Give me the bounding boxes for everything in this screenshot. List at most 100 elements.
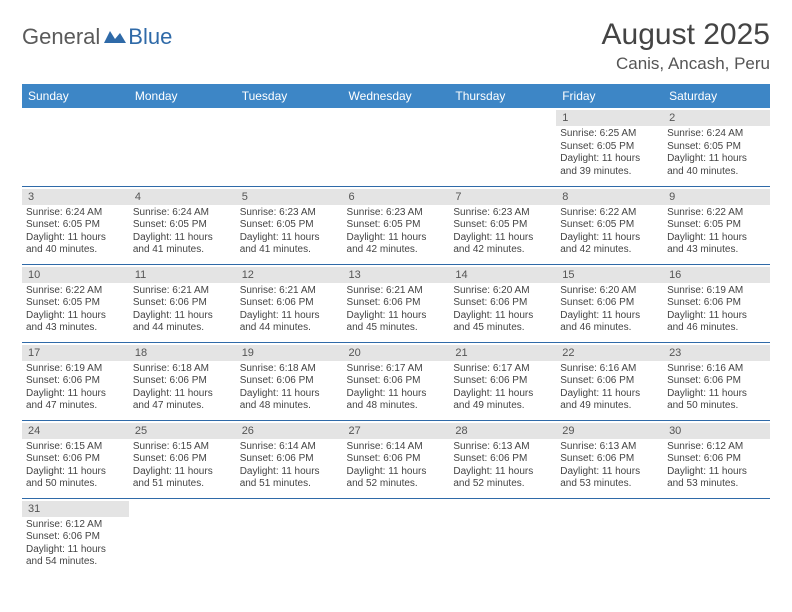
daylight-line: Daylight: 11 hours and 49 minutes. xyxy=(453,388,552,413)
location: Canis, Ancash, Peru xyxy=(602,54,770,74)
header: General Blue August 2025 Canis, Ancash, … xyxy=(22,18,770,74)
daylight-line: Daylight: 11 hours and 42 minutes. xyxy=(453,232,552,257)
day-number: 17 xyxy=(22,345,129,361)
sunrise-line: Sunrise: 6:22 AM xyxy=(667,207,766,220)
daylight-line: Daylight: 11 hours and 46 minutes. xyxy=(667,310,766,335)
sunset-line: Sunset: 6:06 PM xyxy=(347,453,446,466)
sunset-line: Sunset: 6:05 PM xyxy=(240,219,339,232)
calendar-cell: 9Sunrise: 6:22 AMSunset: 6:05 PMDaylight… xyxy=(663,186,770,264)
sunset-line: Sunset: 6:05 PM xyxy=(560,141,659,154)
daylight-line: Daylight: 11 hours and 45 minutes. xyxy=(453,310,552,335)
sunset-line: Sunset: 6:05 PM xyxy=(667,141,766,154)
calendar-cell: 15Sunrise: 6:20 AMSunset: 6:06 PMDayligh… xyxy=(556,264,663,342)
sunrise-line: Sunrise: 6:25 AM xyxy=(560,128,659,141)
day-number: 5 xyxy=(236,189,343,205)
brand-general: General xyxy=(22,24,100,50)
day-header: Thursday xyxy=(449,84,556,108)
calendar-cell xyxy=(129,108,236,186)
calendar-cell xyxy=(22,108,129,186)
daylight-line: Daylight: 11 hours and 40 minutes. xyxy=(667,153,766,178)
sunrise-line: Sunrise: 6:15 AM xyxy=(133,441,232,454)
day-number: 1 xyxy=(556,110,663,126)
day-header: Monday xyxy=(129,84,236,108)
daylight-line: Daylight: 11 hours and 44 minutes. xyxy=(240,310,339,335)
daylight-line: Daylight: 11 hours and 40 minutes. xyxy=(26,232,125,257)
sunset-line: Sunset: 6:06 PM xyxy=(560,297,659,310)
calendar-cell: 18Sunrise: 6:18 AMSunset: 6:06 PMDayligh… xyxy=(129,342,236,420)
sunset-line: Sunset: 6:06 PM xyxy=(26,531,125,544)
day-number: 27 xyxy=(343,423,450,439)
sunset-line: Sunset: 6:06 PM xyxy=(453,453,552,466)
calendar-cell: 10Sunrise: 6:22 AMSunset: 6:05 PMDayligh… xyxy=(22,264,129,342)
sunrise-line: Sunrise: 6:14 AM xyxy=(240,441,339,454)
daylight-line: Daylight: 11 hours and 41 minutes. xyxy=(133,232,232,257)
calendar-cell: 16Sunrise: 6:19 AMSunset: 6:06 PMDayligh… xyxy=(663,264,770,342)
calendar-cell: 22 Sunrise: 6:16 AMSunset: 6:06 PMDayligh… xyxy=(556,342,663,420)
daylight-line: Daylight: 11 hours and 42 minutes. xyxy=(347,232,446,257)
day-number: 3 xyxy=(22,189,129,205)
calendar-cell: 25Sunrise: 6:15 AMSunset: 6:06 PMDayligh… xyxy=(129,420,236,498)
day-header-row: SundayMondayTuesdayWednesdayThursdayFrid… xyxy=(22,84,770,108)
sunset-line: Sunset: 6:06 PM xyxy=(453,297,552,310)
calendar-week: 1Sunrise: 6:25 AMSunset: 6:05 PMDaylight… xyxy=(22,108,770,186)
calendar-cell: 27Sunrise: 6:14 AMSunset: 6:06 PMDayligh… xyxy=(343,420,450,498)
day-number: 7 xyxy=(449,189,556,205)
day-number: 6 xyxy=(343,189,450,205)
calendar-cell: 13Sunrise: 6:21 AMSunset: 6:06 PMDayligh… xyxy=(343,264,450,342)
calendar-cell: 26Sunrise: 6:14 AMSunset: 6:06 PMDayligh… xyxy=(236,420,343,498)
daylight-line: Daylight: 11 hours and 47 minutes. xyxy=(133,388,232,413)
sunset-line: Sunset: 6:05 PM xyxy=(133,219,232,232)
day-number: 24 xyxy=(22,423,129,439)
day-number: 14 xyxy=(449,267,556,283)
day-number: 21 xyxy=(449,345,556,361)
sunset-line: Sunset: 6:06 PM xyxy=(26,375,125,388)
day-number: 28 xyxy=(449,423,556,439)
sunrise-line: Sunrise: 6:23 AM xyxy=(347,207,446,220)
daylight-line: Daylight: 11 hours and 50 minutes. xyxy=(26,466,125,491)
sunset-line: Sunset: 6:06 PM xyxy=(667,375,766,388)
calendar-cell: 24Sunrise: 6:15 AMSunset: 6:06 PMDayligh… xyxy=(22,420,129,498)
daylight-line: Daylight: 11 hours and 39 minutes. xyxy=(560,153,659,178)
calendar-cell: 20Sunrise: 6:17 AMSunset: 6:06 PMDayligh… xyxy=(343,342,450,420)
sunset-line: Sunset: 6:06 PM xyxy=(560,375,659,388)
day-number: 19 xyxy=(236,345,343,361)
calendar-cell: 1 Sunrise: 6:25 AMSunset: 6:05 PMDaylight… xyxy=(556,108,663,186)
calendar-cell xyxy=(236,108,343,186)
sunset-line: Sunset: 6:05 PM xyxy=(26,297,125,310)
day-number: 8 xyxy=(556,189,663,205)
daylight-line: Daylight: 11 hours and 51 minutes. xyxy=(240,466,339,491)
calendar-cell: 14Sunrise: 6:20 AMSunset: 6:06 PMDayligh… xyxy=(449,264,556,342)
day-number: 10 xyxy=(22,267,129,283)
daylight-line: Daylight: 11 hours and 50 minutes. xyxy=(667,388,766,413)
calendar-cell: 30Sunrise: 6:12 AMSunset: 6:06 PMDayligh… xyxy=(663,420,770,498)
sunset-line: Sunset: 6:06 PM xyxy=(347,375,446,388)
daylight-line: Daylight: 11 hours and 46 minutes. xyxy=(560,310,659,335)
calendar-cell: 11Sunrise: 6:21 AMSunset: 6:06 PMDayligh… xyxy=(129,264,236,342)
sunrise-line: Sunrise: 6:16 AM xyxy=(667,363,766,376)
calendar-cell xyxy=(343,108,450,186)
sunset-line: Sunset: 6:06 PM xyxy=(667,297,766,310)
calendar-cell xyxy=(449,108,556,186)
sunrise-line: Sunrise: 6:17 AM xyxy=(453,363,552,376)
daylight-line: Daylight: 11 hours and 47 minutes. xyxy=(26,388,125,413)
day-number: 22 xyxy=(556,345,663,361)
calendar-cell: 21 Sunrise: 6:17 AMSunset: 6:06 PMDayligh… xyxy=(449,342,556,420)
sunrise-line: Sunrise: 6:17 AM xyxy=(347,363,446,376)
sunrise-line: Sunrise: 6:24 AM xyxy=(26,207,125,220)
sunrise-line: Sunrise: 6:16 AM xyxy=(560,363,659,376)
sunset-line: Sunset: 6:06 PM xyxy=(133,297,232,310)
day-number: 16 xyxy=(663,267,770,283)
sunset-line: Sunset: 6:06 PM xyxy=(347,297,446,310)
day-number: 15 xyxy=(556,267,663,283)
sunrise-line: Sunrise: 6:12 AM xyxy=(667,441,766,454)
day-number: 13 xyxy=(343,267,450,283)
day-header: Tuesday xyxy=(236,84,343,108)
sunset-line: Sunset: 6:06 PM xyxy=(453,375,552,388)
day-number: 20 xyxy=(343,345,450,361)
daylight-line: Daylight: 11 hours and 49 minutes. xyxy=(560,388,659,413)
flag-icon xyxy=(104,29,126,45)
day-header: Wednesday xyxy=(343,84,450,108)
calendar-cell: 8Sunrise: 6:22 AMSunset: 6:05 PMDaylight… xyxy=(556,186,663,264)
day-number: 11 xyxy=(129,267,236,283)
sunset-line: Sunset: 6:06 PM xyxy=(133,375,232,388)
